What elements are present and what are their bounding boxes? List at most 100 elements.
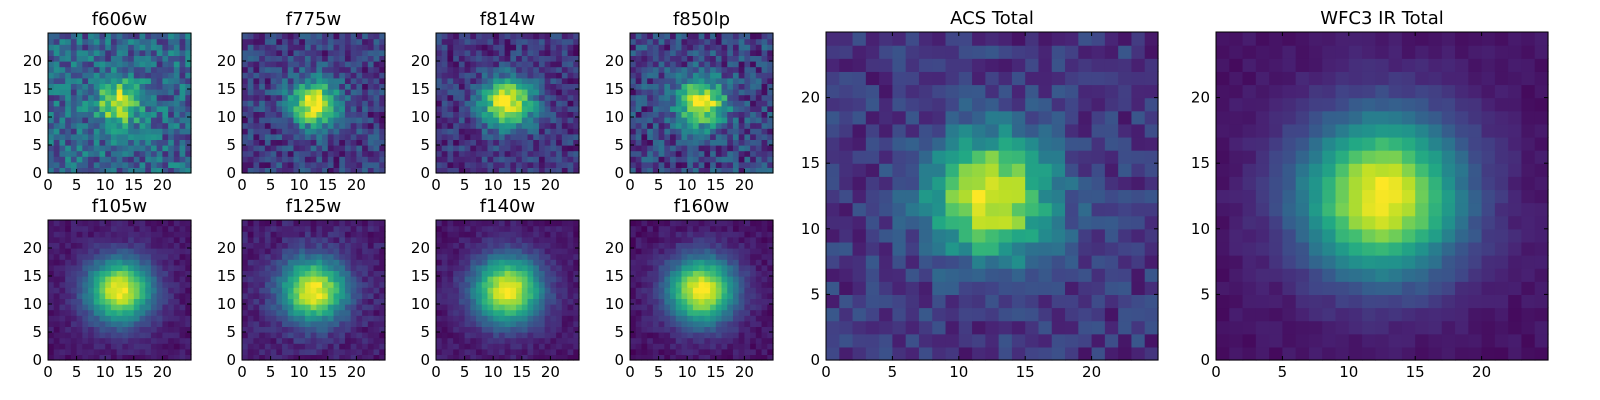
- heatmap-cell: [293, 94, 300, 101]
- heatmap-cell: [327, 161, 335, 168]
- heatmap-cell: [179, 167, 186, 174]
- heatmap-cell: [692, 304, 700, 311]
- heatmap-cell: [447, 343, 454, 350]
- heatmap-cell: [122, 270, 129, 277]
- heatmap-cell: [453, 139, 460, 146]
- heatmap-cell: [710, 83, 717, 90]
- heatmap-cell: [458, 320, 466, 327]
- heatmap-cell: [744, 72, 751, 79]
- heatmap-cell: [299, 343, 306, 350]
- heatmap-cell: [715, 122, 723, 129]
- heatmap-cell: [527, 354, 534, 361]
- heatmap-cell: [259, 298, 266, 305]
- heatmap-cell: [761, 111, 768, 118]
- heatmap-cell: [65, 89, 72, 96]
- heatmap-cell: [276, 38, 283, 45]
- heatmap-cell: [750, 326, 757, 333]
- heatmap-cell: [287, 326, 295, 333]
- heatmap-cell: [567, 320, 574, 327]
- heatmap-cell: [573, 83, 580, 90]
- heatmap-cell: [276, 133, 283, 140]
- heatmap-cell: [322, 72, 329, 79]
- heatmap-cell: [150, 259, 158, 266]
- heatmap-cell: [276, 117, 283, 124]
- heatmap-cell: [750, 281, 757, 288]
- heatmap-cell: [704, 77, 711, 84]
- heatmap-cell: [76, 248, 83, 255]
- heatmap-cell: [710, 287, 717, 294]
- heatmap-cell: [458, 105, 466, 112]
- heatmap-cell: [185, 133, 192, 140]
- heatmap-cell: [527, 128, 534, 135]
- heatmap-cell: [367, 49, 375, 56]
- heatmap-cell: [710, 332, 717, 339]
- heatmap-cell: [110, 231, 118, 238]
- heatmap-cell: [470, 111, 477, 118]
- heatmap-cell: [304, 281, 312, 288]
- heatmap-cell: [82, 292, 89, 299]
- heatmap-cell: [264, 231, 272, 238]
- heatmap-cell: [567, 281, 574, 288]
- heatmap-cell: [93, 77, 101, 84]
- heatmap-cell: [476, 33, 483, 40]
- heatmap-cell: [561, 89, 569, 96]
- heatmap-cell: [145, 220, 152, 227]
- heatmap-cell: [70, 72, 78, 79]
- heatmap-cell: [692, 83, 700, 90]
- heatmap-cell: [767, 66, 774, 73]
- heatmap-cell: [59, 44, 66, 51]
- heatmap-cell: [253, 326, 260, 333]
- heatmap-cell: [105, 220, 112, 227]
- heatmap-cell: [504, 38, 511, 45]
- heatmap-cell: [339, 298, 346, 305]
- heatmap-cell: [487, 225, 494, 232]
- heatmap-cell: [150, 270, 158, 277]
- heatmap-cell: [738, 66, 745, 73]
- heatmap-cell: [721, 33, 728, 40]
- heatmap-cell: [504, 304, 511, 311]
- heatmap-cell: [441, 242, 449, 249]
- heatmap-cell: [710, 77, 717, 84]
- heatmap-cell: [510, 83, 517, 90]
- heatmap-cell: [750, 77, 757, 84]
- heatmap-cell: [333, 242, 340, 249]
- heatmap-cell: [379, 100, 386, 107]
- heatmap-cell: [344, 89, 352, 96]
- heatmap-cell: [168, 61, 175, 68]
- heatmap-cell: [732, 304, 740, 311]
- heatmap-cell: [128, 248, 135, 255]
- heatmap-cell: [88, 354, 95, 361]
- heatmap-cell: [293, 100, 300, 107]
- heatmap-cell: [458, 348, 466, 355]
- heatmap-cell: [533, 348, 540, 355]
- y-tick-label: 20: [605, 52, 624, 70]
- heatmap-cell: [516, 354, 523, 361]
- heatmap-cell: [116, 145, 123, 152]
- heatmap-cell: [356, 83, 363, 90]
- heatmap-cell: [70, 220, 78, 227]
- heatmap-cell: [356, 94, 363, 101]
- heatmap-cell: [168, 83, 175, 90]
- heatmap-cell: [493, 220, 500, 227]
- heatmap-cell: [282, 298, 289, 305]
- heatmap-cell: [727, 145, 734, 152]
- heatmap-cell: [156, 337, 163, 344]
- heatmap-cell: [470, 242, 477, 249]
- heatmap-cell: [299, 94, 306, 101]
- heatmap-cell: [504, 150, 511, 157]
- heatmap-cell: [310, 72, 317, 79]
- heatmap-cell: [110, 220, 118, 227]
- heatmap-cell: [681, 145, 688, 152]
- heatmap-cell: [333, 264, 340, 271]
- heatmap-cell: [476, 348, 483, 355]
- heatmap-cell: [93, 276, 101, 283]
- heatmap-cell: [99, 122, 106, 129]
- heatmap-cell: [133, 77, 141, 84]
- heatmap-cell: [350, 117, 357, 124]
- heatmap-cell: [544, 72, 551, 79]
- heatmap-cell: [53, 270, 61, 277]
- heatmap-cell: [470, 276, 477, 283]
- heatmap-cell: [362, 156, 369, 163]
- heatmap-cell: [538, 220, 546, 227]
- heatmap-cell: [470, 320, 477, 327]
